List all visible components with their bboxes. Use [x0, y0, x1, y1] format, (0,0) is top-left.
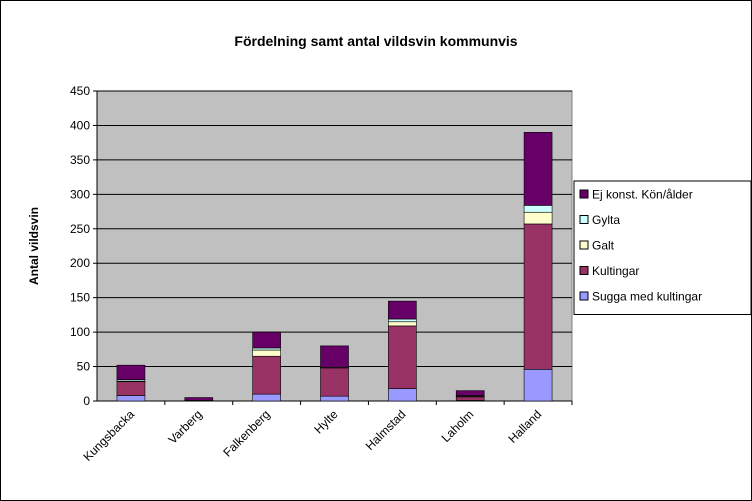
y-tick-label: 50	[77, 360, 91, 374]
legend-swatch	[579, 240, 589, 250]
bar-segment	[388, 300, 417, 320]
chart-title: Fördelning samt antal vildsvin kommunvis	[234, 33, 517, 49]
legend-swatch	[579, 189, 589, 199]
y-tick-label: 350	[70, 153, 90, 167]
y-tick-label: 100	[70, 325, 90, 339]
y-tick-label: 150	[70, 291, 90, 305]
bar-segment	[116, 381, 146, 396]
legend-label: Ej konst. Kön/ålder	[592, 188, 693, 202]
bar-segment	[252, 347, 281, 351]
legend-label: Sugga med kultingar	[592, 290, 702, 304]
y-tick-label: 200	[70, 256, 90, 270]
y-tick-label: 250	[70, 222, 90, 236]
legend-swatch	[579, 266, 589, 275]
bar-segment	[388, 318, 417, 323]
legend-label: Kultingar	[592, 264, 639, 278]
bar-segment	[320, 345, 349, 368]
bar-segment	[523, 205, 553, 213]
bar-segment	[116, 364, 146, 380]
y-axis-label: Antal vildsvin	[27, 207, 41, 285]
legend-swatch	[579, 291, 589, 301]
bar-segment	[523, 211, 553, 225]
bar-segment	[388, 325, 417, 389]
legend-label: Gylta	[592, 213, 620, 227]
bar-segment	[320, 367, 349, 397]
bar-segment	[116, 395, 146, 402]
y-tick-label: 400	[70, 118, 90, 132]
bar-segment	[455, 396, 485, 401]
y-tick-label: 300	[70, 187, 90, 201]
bar-segment	[320, 395, 349, 402]
bar-segment	[252, 393, 281, 402]
bar-segment	[388, 388, 417, 402]
bar-segment	[252, 349, 281, 357]
bar-segment	[523, 223, 553, 370]
bar-segment	[523, 132, 553, 206]
y-tick-label: 450	[70, 84, 90, 98]
bar-segment	[184, 397, 214, 401]
bar-segment	[455, 390, 485, 396]
bar-segment	[252, 355, 281, 395]
legend-swatch	[579, 215, 589, 224]
y-tick-label: 0	[83, 394, 90, 408]
legend-label: Galt	[592, 239, 615, 253]
bar-segment	[388, 321, 417, 327]
bar-segment	[523, 369, 553, 402]
legend-box	[573, 180, 752, 315]
bar-segment	[252, 331, 281, 349]
